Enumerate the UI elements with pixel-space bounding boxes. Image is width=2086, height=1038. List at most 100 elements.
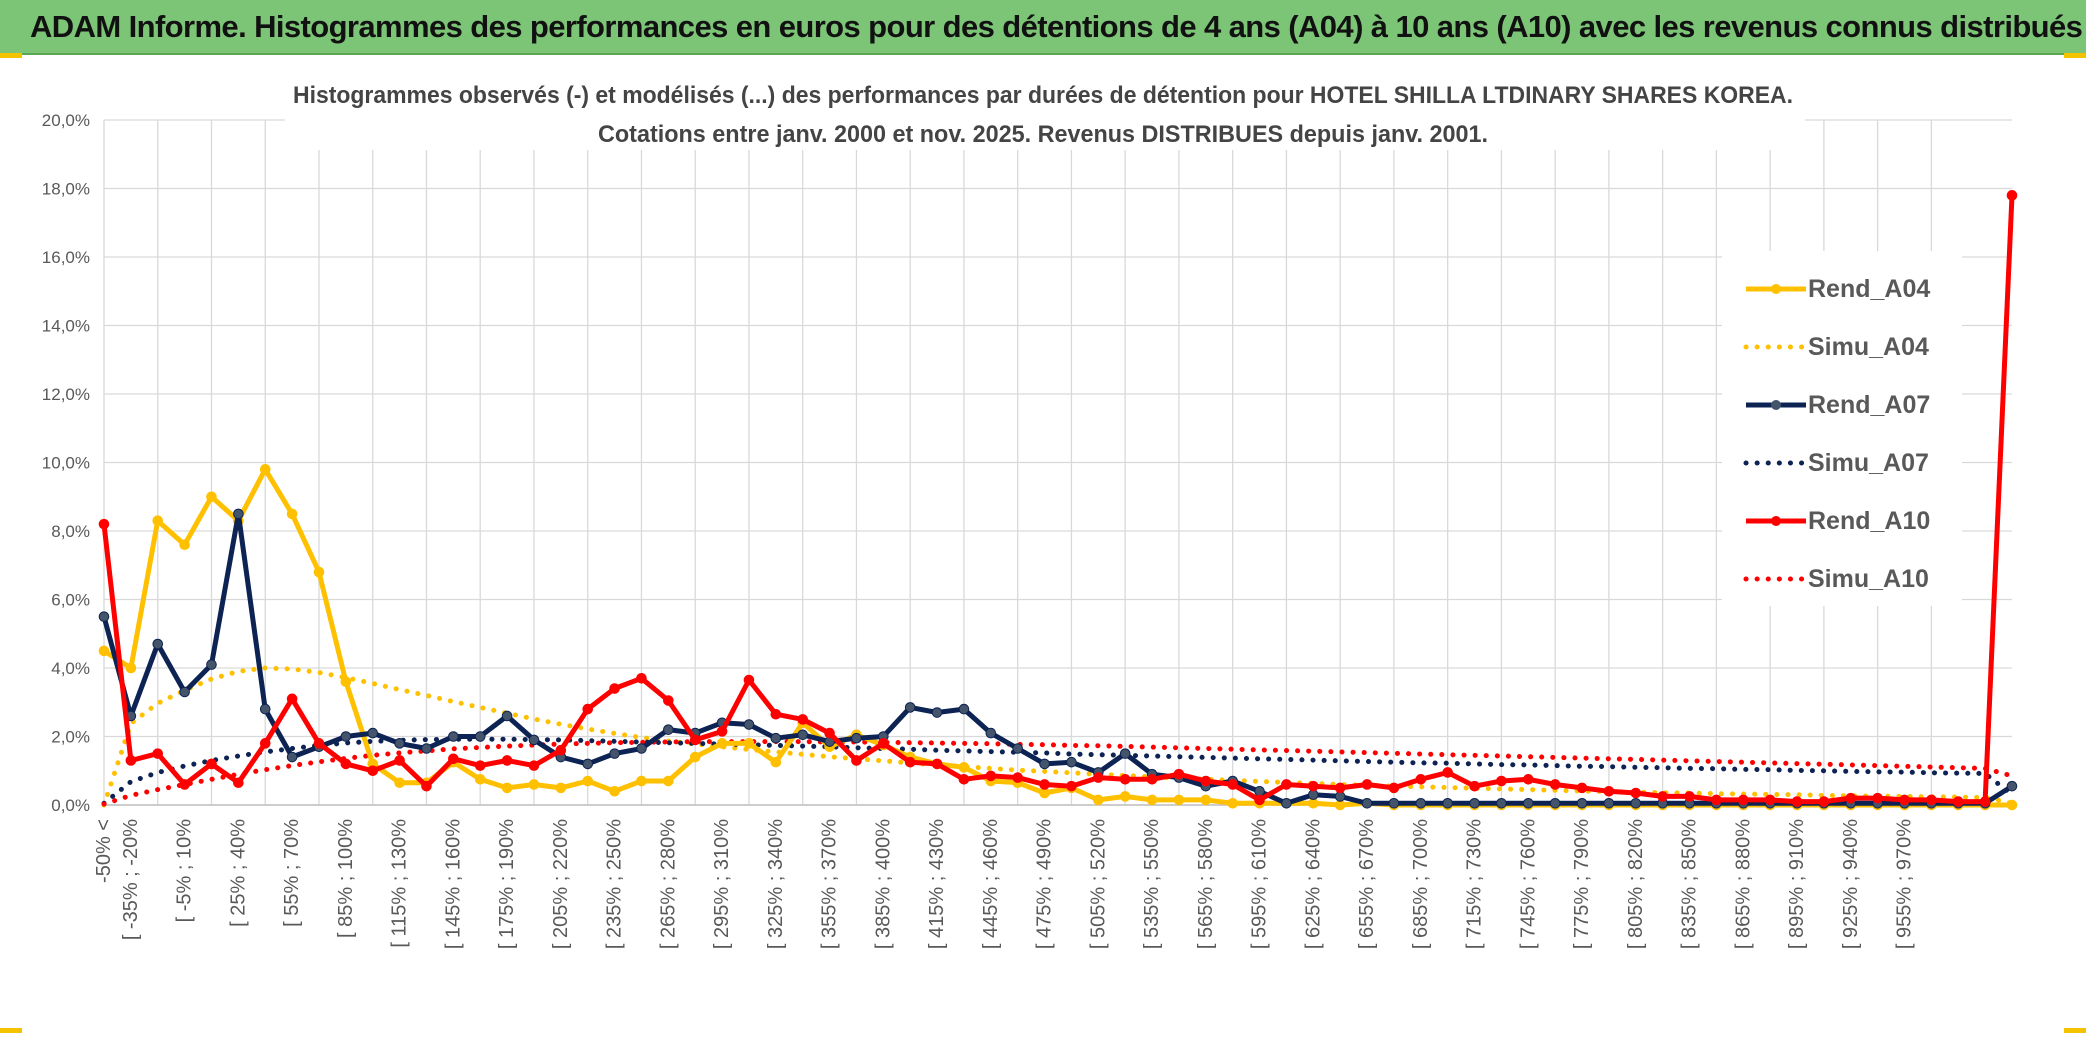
report-title: ADAM Informe. Histogrammes des performan… <box>30 8 2083 44</box>
x-tick-label: [ 565% ; 580% <box>1195 819 1217 949</box>
data-point-rend-a10 <box>1845 792 1857 804</box>
y-tick-label: 2,0% <box>51 728 90 747</box>
data-point-rend-a10 <box>1469 780 1480 792</box>
data-point-rend-a10 <box>716 726 728 737</box>
legend: Rend_A04 Simu_A04 Rend_A07 Simu_A07 Rend_A10… <box>1722 251 1962 606</box>
data-point-rend-a10 <box>985 770 997 782</box>
series-line-simu-a07 <box>101 736 2015 806</box>
x-tick-label: [ 895% ; 910% <box>1786 819 1808 949</box>
data-point-rend-a10 <box>125 755 137 766</box>
data-point-rend-a10 <box>1361 779 1373 790</box>
legend-box <box>1722 251 1962 606</box>
data-point-rend-a07 <box>904 702 916 713</box>
data-point-rend-a07 <box>636 743 647 754</box>
data-point-rend-a07 <box>609 748 620 759</box>
data-point-rend-a07 <box>931 707 943 718</box>
x-tick-label: [ 295% ; 310% <box>711 819 733 949</box>
x-tick-label: [ -35% ; -20% <box>120 819 142 940</box>
data-point-rend-a10 <box>1872 792 1883 804</box>
data-point-rend-a07 <box>501 710 513 722</box>
y-tick-label: 16,0% <box>42 248 90 267</box>
data-point-rend-a10 <box>743 674 755 686</box>
data-point-rend-a04 <box>152 515 164 527</box>
x-tick-label: [ 175% ; 190% <box>496 819 518 949</box>
data-point-rend-a07 <box>958 703 970 715</box>
data-point-rend-a10 <box>1415 774 1427 785</box>
data-point-rend-a10 <box>1684 791 1695 802</box>
data-point-rend-a10 <box>904 756 916 768</box>
data-point-rend-a10 <box>340 758 352 770</box>
data-point-rend-a04 <box>1119 791 1131 802</box>
report-header: ADAM Informe. Histogrammes des performan… <box>0 0 2086 55</box>
x-tick-label: [ 805% ; 820% <box>1625 819 1647 949</box>
y-tick-label: 4,0% <box>51 659 90 678</box>
y-tick-label: 6,0% <box>51 591 90 610</box>
data-point-rend-a10 <box>1603 786 1615 797</box>
data-point-rend-a04 <box>206 491 217 503</box>
x-tick-label: [ 685% ; 700% <box>1410 819 1432 949</box>
data-point-rend-a04 <box>555 782 567 794</box>
data-point-rend-a04 <box>609 786 620 797</box>
data-point-rend-a10 <box>1711 794 1722 806</box>
data-point-rend-a04 <box>582 775 594 787</box>
data-point-rend-a10 <box>367 765 379 777</box>
data-point-rend-a10 <box>1899 794 1910 806</box>
data-point-rend-a04 <box>528 779 540 790</box>
data-point-rend-a07 <box>179 686 190 698</box>
x-tick-label: [ 505% ; 520% <box>1087 819 1109 949</box>
data-point-rend-a10 <box>1388 782 1400 794</box>
corner-accent-right <box>2064 53 2086 58</box>
data-point-rend-a10 <box>1119 774 1131 785</box>
data-point-rend-a04 <box>958 762 970 773</box>
data-point-rend-a10 <box>770 708 782 720</box>
data-point-rend-a04 <box>259 464 271 475</box>
x-tick-label: [ 625% ; 640% <box>1302 819 1324 949</box>
data-point-rend-a10 <box>1549 779 1561 790</box>
data-point-rend-a04 <box>1173 794 1185 806</box>
x-tick-label: [ 445% ; 460% <box>980 819 1002 949</box>
data-point-rend-a07 <box>528 734 540 746</box>
data-point-rend-a07 <box>770 732 782 744</box>
corner-accent-bottom-left <box>0 1028 22 1033</box>
data-point-rend-a07 <box>448 731 459 742</box>
data-point-rend-a10 <box>1066 780 1077 792</box>
title-backdrop <box>285 80 1805 150</box>
data-point-rend-a10 <box>394 755 405 766</box>
series-layer <box>98 190 2018 811</box>
data-point-rend-a10 <box>958 774 970 785</box>
data-point-rend-a07 <box>1066 756 1077 768</box>
data-point-rend-a10 <box>1442 767 1453 778</box>
data-point-rend-a10 <box>1173 768 1185 780</box>
data-point-rend-a10 <box>501 755 513 766</box>
data-point-rend-a04 <box>179 539 190 551</box>
grid-lines <box>103 119 2012 806</box>
data-point-rend-a10 <box>2006 190 2018 201</box>
data-point-rend-a10 <box>555 744 567 756</box>
data-point-rend-a10 <box>448 753 459 765</box>
data-point-rend-a10 <box>582 703 594 715</box>
data-point-rend-a07 <box>1576 797 1588 809</box>
data-point-rend-a10 <box>636 672 647 684</box>
data-point-rend-a04 <box>1200 794 1212 806</box>
data-point-rend-a07 <box>1442 797 1453 809</box>
x-tick-label: [ 25% ; 40% <box>227 819 249 927</box>
data-point-rend-a04 <box>1227 797 1238 809</box>
x-tick-label: [ 715% ; 730% <box>1464 819 1486 949</box>
legend-label-simu-a10: Simu_A10 <box>1808 565 1929 593</box>
data-point-rend-a04 <box>770 756 782 768</box>
data-point-rend-a10 <box>1926 794 1937 806</box>
data-point-rend-a10 <box>1334 782 1346 794</box>
data-point-rend-a07 <box>340 731 352 742</box>
axes: 0,0% 2,0% 4,0% 6,0% 8,0% 10,0% 12,0% 14,0% 16,0%… <box>42 111 2012 949</box>
x-tick-label: [ 955% ; 970% <box>1894 819 1916 949</box>
data-point-rend-a04 <box>689 751 701 763</box>
y-tick-label: 20,0% <box>42 111 90 130</box>
data-point-rend-a07 <box>1388 797 1400 809</box>
data-point-rend-a10 <box>1146 774 1158 785</box>
corner-accent-bottom-right <box>2064 1028 2086 1033</box>
data-point-rend-a10 <box>1496 775 1507 787</box>
data-point-rend-a07 <box>367 727 379 739</box>
legend-label-rend-a07: Rend_A07 <box>1808 391 1930 419</box>
data-point-rend-a10 <box>1039 779 1050 790</box>
data-point-rend-a10 <box>1200 775 1212 787</box>
